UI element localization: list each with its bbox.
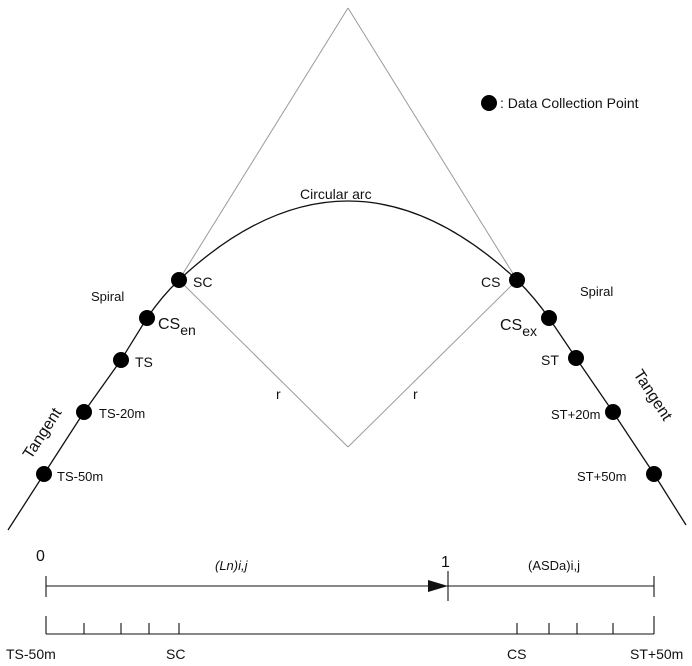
label-cs-en-main: CS: [158, 316, 180, 333]
axis-arrowhead-icon: [428, 580, 448, 592]
point-ts: [113, 352, 129, 368]
axis-left-segment-label: (Ln)i,j: [215, 558, 249, 573]
label-cs-ex-main: CS: [500, 317, 522, 334]
axis-mid-label: 1: [441, 554, 450, 571]
circular-arc: [178, 200, 518, 281]
radius-line-right: [347, 279, 518, 448]
axis-start-label: 0: [36, 548, 45, 565]
point-ts-20: [76, 404, 92, 420]
label-cs-ex: CSex: [500, 317, 537, 339]
right-tangent-extension: [347, 7, 518, 281]
right-alignment-curve: [516, 279, 687, 526]
label-cs: CS: [481, 274, 500, 290]
axis-tick-label-cs: CS: [507, 646, 526, 662]
point-sc: [171, 272, 187, 288]
tangent-label-left: Tangent: [20, 405, 66, 462]
axis-tick-label-ts50: TS-50m: [6, 646, 56, 662]
tangent-label-right: Tangent: [630, 367, 676, 424]
label-ts-20: TS-20m: [99, 406, 145, 421]
label-st-20: ST+20m: [551, 407, 601, 422]
point-st-20: [605, 404, 621, 420]
radius-label-left: r: [276, 386, 281, 402]
left-tangent-extension: [178, 7, 349, 281]
spiral-label-left: Spiral: [91, 289, 124, 304]
legend-text: : Data Collection Point: [500, 95, 639, 111]
label-st: ST: [541, 352, 559, 368]
point-st: [568, 350, 584, 366]
label-cs-en: CSen: [158, 316, 196, 338]
radius-line-left: [178, 279, 349, 448]
axis-tick-label-st50: ST+50m: [630, 646, 683, 662]
spiral-label-right: Spiral: [580, 284, 613, 299]
label-sc: SC: [193, 274, 212, 290]
legend-marker-icon: [481, 95, 497, 111]
point-ts-50: [36, 466, 52, 482]
radius-label-right: r: [413, 386, 418, 402]
arc-label: Circular arc: [300, 186, 372, 202]
label-st-50: ST+50m: [577, 469, 627, 484]
label-cs-ex-sub: ex: [522, 323, 537, 339]
axis-right-segment-label: (ASDa)i,j: [528, 558, 580, 573]
point-cs-ex: [541, 310, 557, 326]
label-ts-50: TS-50m: [57, 469, 103, 484]
point-cs: [509, 272, 525, 288]
label-ts: TS: [135, 354, 153, 370]
axis-tick-label-sc: SC: [166, 646, 185, 662]
point-cs-en: [139, 310, 155, 326]
label-cs-en-sub: en: [180, 322, 196, 338]
point-st-50: [646, 466, 662, 482]
